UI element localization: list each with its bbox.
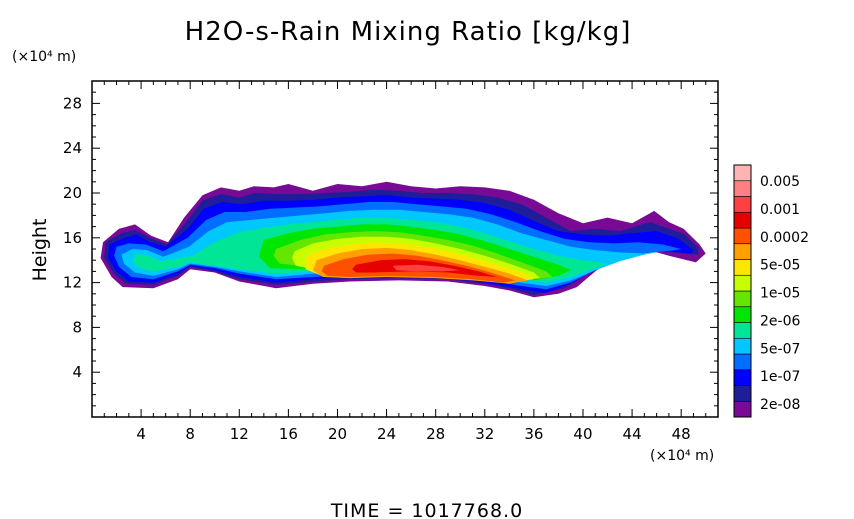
colorbar-swatch <box>733 322 752 339</box>
colorbar: 0.005 0.001 0.0002 5e-05 1e-05 2e-06 5e-07 1e-0… <box>733 164 809 418</box>
colorbar-swatch <box>733 385 752 402</box>
y-tick-label: 4 <box>72 363 82 381</box>
y-tick-label: 24 <box>63 139 82 157</box>
x-tick-label: 44 <box>623 425 642 443</box>
x-tick-label: 32 <box>475 425 494 443</box>
colorbar-swatch <box>733 227 752 245</box>
y-tick-label: 28 <box>63 94 82 112</box>
colorbar-swatch <box>733 353 752 371</box>
colorbar-swatch <box>733 290 752 308</box>
x-tick-label: 48 <box>672 425 691 443</box>
colorbar-swatch <box>733 243 752 260</box>
chart-title: H2O-s-Rain Mixing Ratio [kg/kg] <box>185 17 632 47</box>
colorbar-label: 2e-06 <box>760 313 800 329</box>
y-tick-label: 8 <box>72 318 82 336</box>
x-tick-label: 4 <box>136 425 146 443</box>
colorbar-label: 0.005 <box>760 174 800 190</box>
colorbar-label: 1e-05 <box>760 286 800 302</box>
colorbar-label: 0.0002 <box>760 230 809 246</box>
colorbar-swatch <box>733 180 752 197</box>
colorbar-swatch <box>733 369 752 386</box>
y-tick-label: 12 <box>63 274 82 292</box>
colorbar-swatch <box>733 400 752 418</box>
x-tick-label: 36 <box>524 425 543 443</box>
x-tick-label: 24 <box>377 425 396 443</box>
colorbar-label: 1e-07 <box>760 369 800 385</box>
contour-fills <box>100 181 706 298</box>
y-axis-label: Height <box>29 219 51 282</box>
colorbar-swatch <box>733 274 752 292</box>
x-tick-label: 28 <box>426 425 445 443</box>
x-unit-label: (×10⁴ m) <box>650 448 714 464</box>
colorbar-label: 0.001 <box>760 202 800 218</box>
y-tick-label: 20 <box>63 184 82 202</box>
contour-level-14 <box>392 264 461 272</box>
colorbar-swatch <box>733 196 752 213</box>
colorbar-label: 2e-08 <box>760 397 800 413</box>
time-label: TIME = 1017768.0 <box>330 500 523 519</box>
y-tick-label: 16 <box>63 229 82 247</box>
x-tick-label: 12 <box>230 425 249 443</box>
colorbar-label: 5e-07 <box>760 341 800 357</box>
colorbar-swatch <box>733 211 752 229</box>
colorbar-swatch <box>733 259 752 276</box>
colorbar-swatch <box>733 306 752 323</box>
x-tick-label: 16 <box>279 425 298 443</box>
colorbar-swatch <box>733 164 752 182</box>
colorbar-label: 5e-05 <box>760 258 800 274</box>
x-tick-label: 8 <box>185 425 195 443</box>
colorbar-frame <box>733 164 752 418</box>
x-tick-label: 20 <box>328 425 347 443</box>
x-tick-label: 40 <box>573 425 592 443</box>
y-unit-label: (×10⁴ m) <box>12 49 76 65</box>
colorbar-swatch <box>733 337 752 355</box>
